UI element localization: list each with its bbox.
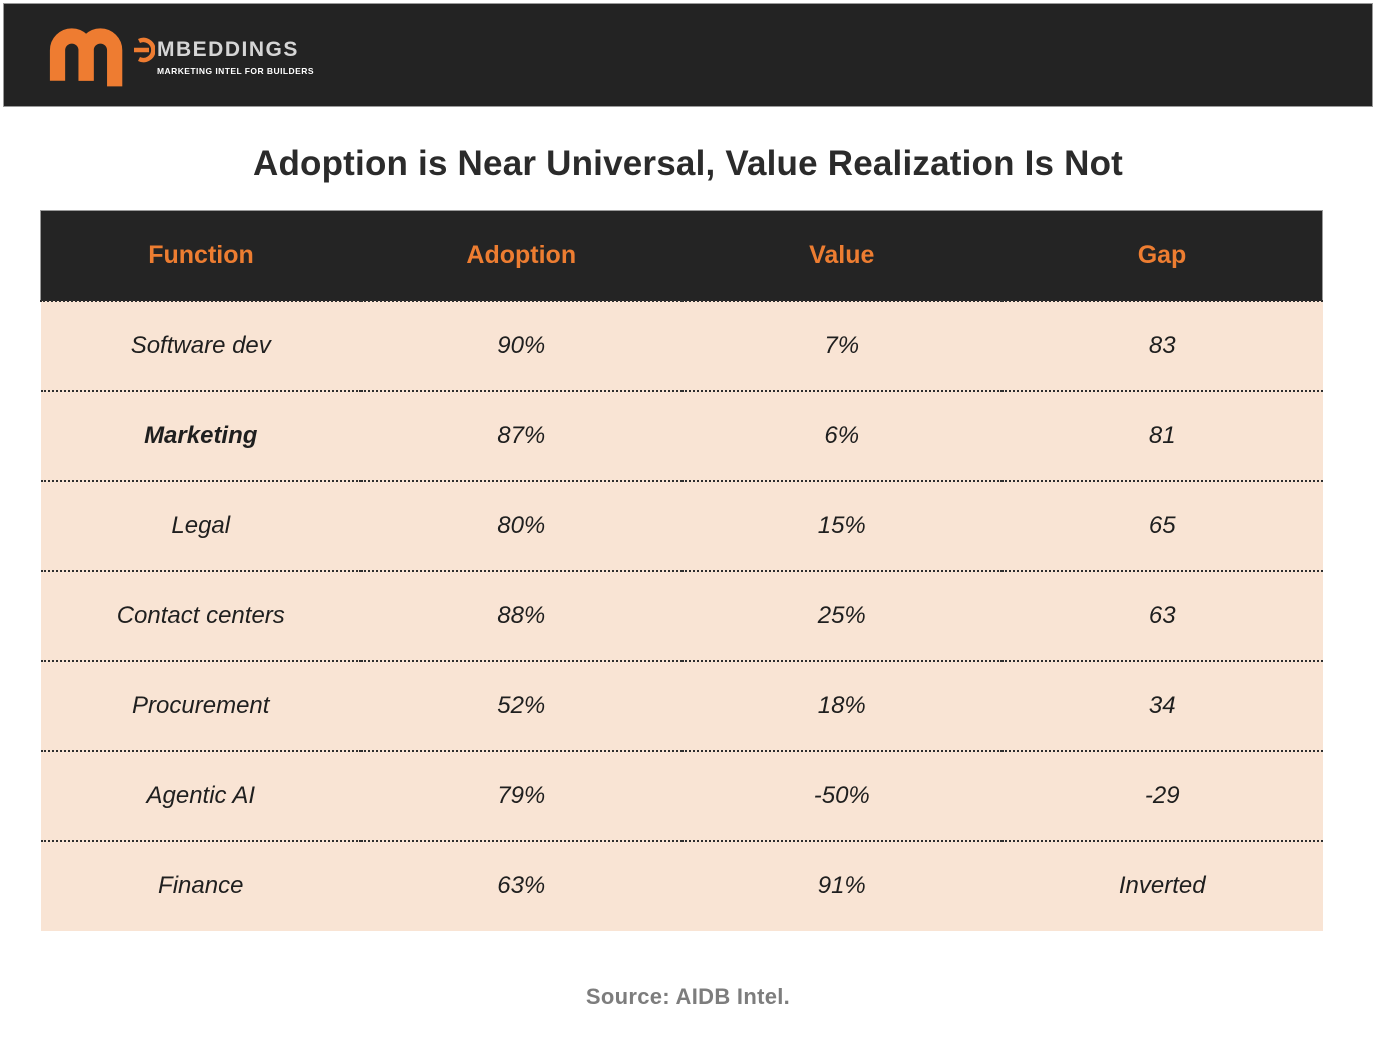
table-body: Software dev 90% 7% 83 Marketing 87% 6% … — [40, 299, 1323, 931]
cell-value: 6% — [681, 389, 1002, 481]
table-row-legal: Legal 80% 15% 65 — [40, 479, 1323, 571]
cell-function: Finance — [40, 839, 361, 931]
brand-header-bar: MBEDDINGS MARKETING INTEL FOR BUILDERS — [3, 3, 1373, 107]
table-row-marketing: Marketing 87% 6% 81 — [40, 389, 1323, 481]
cell-value: 15% — [681, 479, 1002, 571]
cell-value: 18% — [681, 659, 1002, 751]
column-header-function: Function — [40, 210, 361, 301]
cell-gap: Inverted — [1002, 839, 1323, 931]
brand-logo-text: MBEDDINGS — [157, 38, 299, 62]
cell-adoption: 87% — [361, 389, 682, 481]
table-header: Function Adoption Value Gap — [40, 210, 1323, 301]
column-header-adoption: Adoption — [361, 210, 682, 301]
cell-value: 25% — [681, 569, 1002, 661]
column-header-gap: Gap — [1002, 210, 1323, 301]
cell-value: 91% — [681, 839, 1002, 931]
reversed-e-icon — [134, 37, 155, 62]
page-title: Adoption is Near Universal, Value Realiz… — [252, 144, 1124, 183]
cell-value: 7% — [681, 299, 1002, 391]
cell-gap: 63 — [1002, 569, 1323, 661]
cell-gap: 34 — [1002, 659, 1323, 751]
table-row-contact-centers: Contact centers 88% 25% 63 — [40, 569, 1323, 661]
source-note: Source: AIDB Intel. — [585, 984, 791, 1009]
brand-tagline: MARKETING INTEL FOR BUILDERS — [157, 65, 314, 76]
cell-gap: -29 — [1002, 749, 1323, 841]
cell-adoption: 79% — [361, 749, 682, 841]
cell-function: Legal — [40, 479, 361, 571]
table-row-software-dev: Software dev 90% 7% 83 — [40, 299, 1323, 391]
cell-function: Contact centers — [40, 569, 361, 661]
brand-logo: MBEDDINGS MARKETING INTEL FOR BUILDERS — [48, 23, 314, 87]
cell-adoption: 90% — [361, 299, 682, 391]
cell-adoption: 88% — [361, 569, 682, 661]
cell-adoption: 52% — [361, 659, 682, 751]
cell-function: Software dev — [40, 299, 361, 391]
table-row-procurement: Procurement 52% 18% 34 — [40, 659, 1323, 751]
column-header-value: Value — [681, 210, 1002, 301]
cell-gap: 81 — [1002, 389, 1323, 481]
table-header-row: Function Adoption Value Gap — [40, 210, 1323, 301]
cell-gap: 65 — [1002, 479, 1323, 571]
adoption-value-gap-table: Function Adoption Value Gap Software dev… — [40, 210, 1323, 931]
m-arches-icon — [49, 28, 123, 87]
cell-adoption: 63% — [361, 839, 682, 931]
cell-value: -50% — [681, 749, 1002, 841]
cell-gap: 83 — [1002, 299, 1323, 391]
cell-function: Procurement — [40, 659, 361, 751]
cell-function: Agentic AI — [40, 749, 361, 841]
cell-adoption: 80% — [361, 479, 682, 571]
table-row-agentic-ai: Agentic AI 79% -50% -29 — [40, 749, 1323, 841]
brand-wordmark-line: MBEDDINGS — [132, 37, 314, 63]
table-row-finance: Finance 63% 91% Inverted — [40, 839, 1323, 931]
brand-wordmark-block: MBEDDINGS MARKETING INTEL FOR BUILDERS — [132, 37, 314, 76]
cell-function: Marketing — [40, 389, 361, 481]
